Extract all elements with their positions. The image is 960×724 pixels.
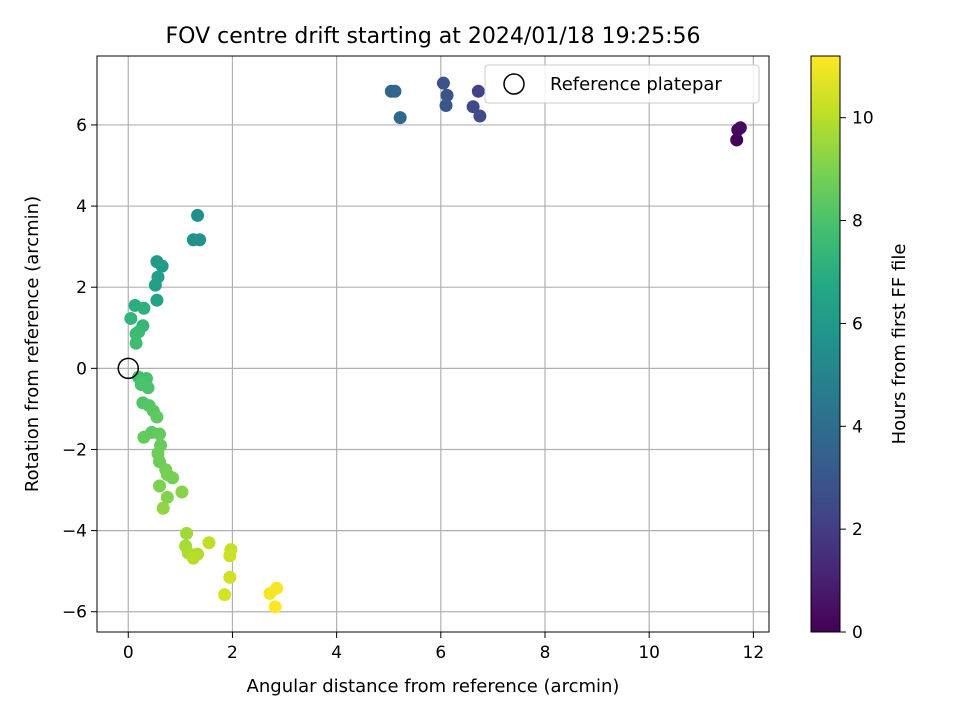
data-point [137, 430, 151, 444]
colorbar-tick-label: 4 [852, 417, 863, 437]
legend-box [484, 64, 760, 104]
data-point [155, 259, 169, 273]
chart-title: FOV centre drift starting at 2024/01/18 … [166, 24, 701, 49]
data-point [393, 111, 407, 125]
legend-marker-circle [503, 73, 525, 95]
data-point [439, 98, 453, 112]
axis-ticks: 0 2 4 6 8 10 12 −6 −4 −2 0 2 4 6 [62, 116, 764, 663]
data-point [129, 327, 143, 341]
data-point [129, 336, 143, 350]
x-tick-label: 12 [743, 643, 765, 663]
data-point [471, 84, 485, 98]
colorbar [810, 55, 841, 633]
data-point [150, 293, 164, 307]
y-tick-label: 6 [76, 116, 87, 136]
legend: Reference platepar [484, 64, 760, 104]
x-axis-label: Angular distance from reference (arcmin) [247, 676, 620, 697]
y-tick-label: −4 [62, 522, 87, 542]
data-point [166, 471, 180, 485]
data-point [440, 88, 454, 102]
data-point [193, 233, 207, 247]
y-tick-label: 2 [76, 278, 87, 298]
data-point [466, 100, 480, 114]
data-point [473, 109, 487, 123]
colorbar-tick-label: 0 [852, 623, 863, 643]
data-point [175, 485, 189, 499]
x-tick-label: 4 [331, 643, 342, 663]
reference-layer [117, 357, 140, 380]
data-point [223, 549, 237, 563]
data-point [137, 301, 151, 315]
data-point [268, 600, 282, 614]
grid-lines [97, 56, 769, 632]
y-axis-label: Rotation from reference (arcmin) [22, 196, 43, 492]
y-tick-label: 4 [76, 197, 87, 217]
data-points [124, 76, 747, 614]
data-point [186, 551, 200, 565]
data-point [388, 84, 402, 98]
data-point [270, 581, 284, 595]
data-point [150, 410, 164, 424]
y-tick-label: 0 [76, 359, 87, 379]
plot-frame [96, 55, 770, 633]
data-point [730, 133, 744, 147]
data-point [733, 121, 747, 135]
y-tick-label: −6 [62, 603, 87, 623]
data-point [191, 208, 205, 222]
colorbar-tick-label: 8 [852, 212, 863, 232]
y-tick-label: −2 [62, 440, 87, 460]
x-tick-label: 10 [638, 643, 660, 663]
colorbar-tick-label: 2 [852, 520, 863, 540]
x-tick-label: 0 [123, 643, 134, 663]
data-point [156, 501, 170, 515]
data-point [124, 311, 138, 325]
data-point [141, 381, 155, 395]
colorbar-ticks: 0 2 4 6 8 10 [840, 109, 874, 643]
data-point [160, 490, 174, 504]
data-point [180, 526, 194, 540]
colorbar-tick-label: 6 [852, 314, 863, 334]
data-point [148, 278, 162, 292]
data-point [153, 427, 167, 441]
data-point [218, 588, 232, 602]
x-tick-label: 2 [227, 643, 238, 663]
data-point [153, 479, 167, 493]
data-point [202, 536, 216, 550]
colorbar-label: Hours from first FF file [889, 244, 910, 445]
reference-marker [117, 357, 140, 380]
x-tick-label: 8 [540, 643, 551, 663]
colorbar-tick-label: 10 [852, 109, 874, 129]
legend-label: Reference platepar [550, 74, 722, 95]
data-point [223, 570, 237, 584]
data-point [436, 76, 450, 90]
x-tick-label: 6 [435, 643, 446, 663]
